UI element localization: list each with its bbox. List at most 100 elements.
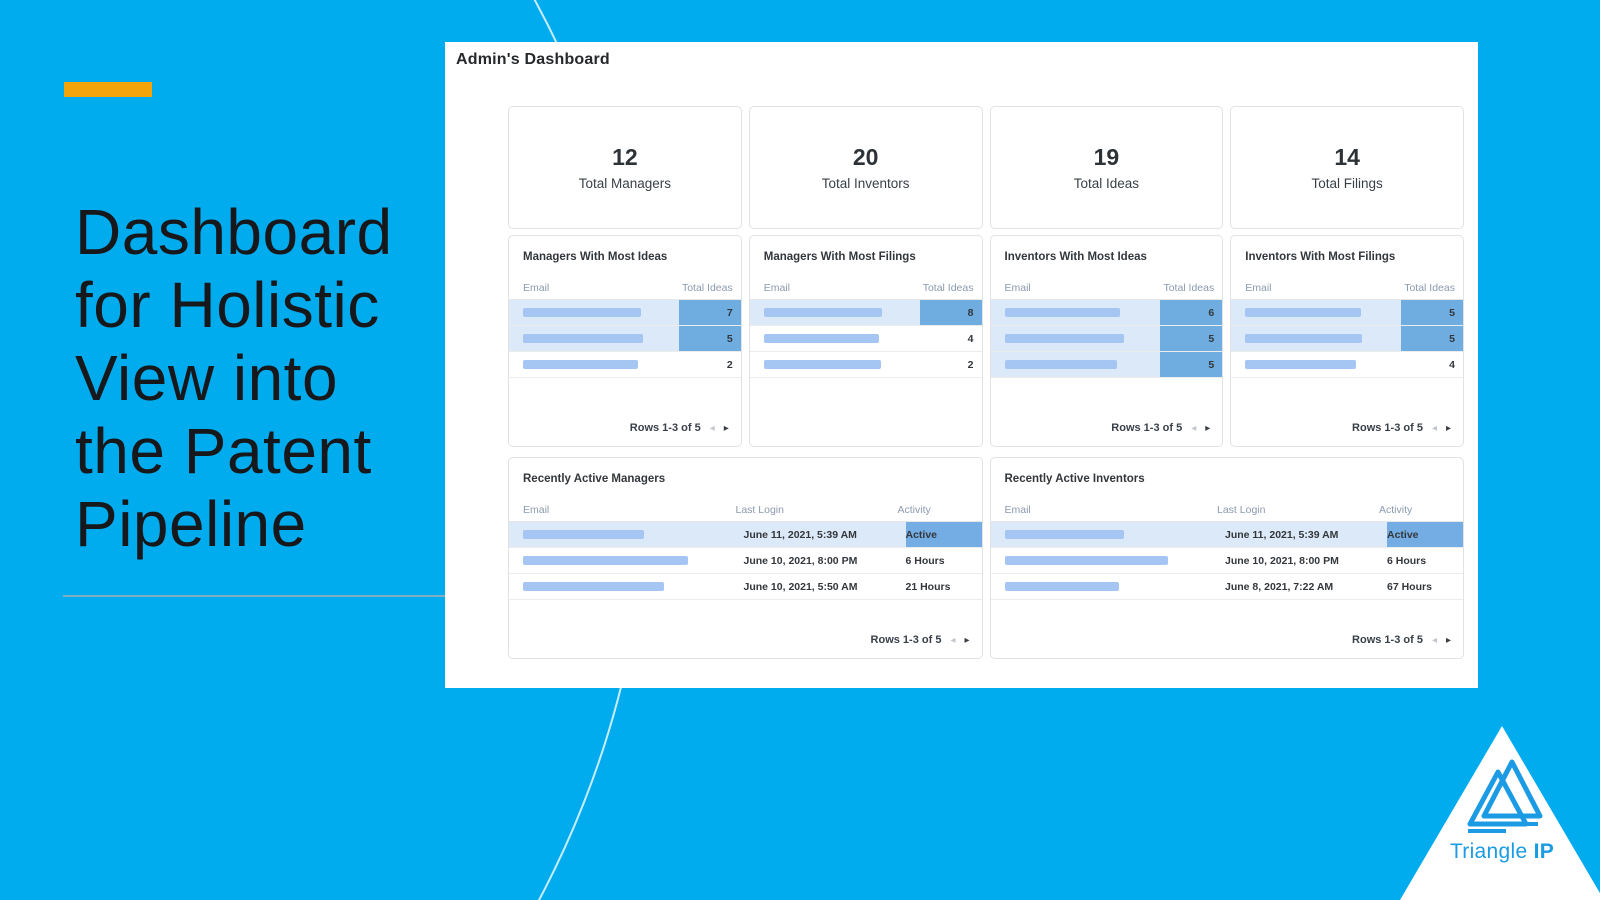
redacted-email-bar (523, 334, 643, 343)
redacted-email-bar (523, 530, 645, 539)
activity-card: Recently Active Inventors Email Last Log… (989, 457, 1464, 659)
table-row[interactable]: 5 (990, 352, 1223, 378)
table-row[interactable]: 4 (749, 326, 982, 352)
pagination-next-icon[interactable]: ▸ (1445, 634, 1451, 646)
card-title: Inventors With Most Filings (1245, 251, 1396, 263)
last-login-cell: June 10, 2021, 8:00 PM (1225, 554, 1339, 567)
pagination-next-icon[interactable]: ▸ (723, 422, 729, 434)
table-row[interactable]: June 10, 2021, 5:50 AM 21 Hours (509, 574, 982, 600)
total-value-cell: 5 (1401, 326, 1463, 351)
last-login-cell: June 11, 2021, 5:39 AM (1225, 528, 1339, 541)
stat-value: 12 (612, 144, 638, 170)
column-header-last-login: Last Login (735, 503, 784, 516)
triangleip-logo: Triangle IP (1400, 726, 1600, 900)
table-row[interactable]: June 8, 2021, 7:22 AM 67 Hours (990, 574, 1463, 600)
activity-cell: 6 Hours (1387, 554, 1427, 567)
pagination-label: Rows 1-3 of 5 (629, 422, 701, 434)
email-cell (750, 300, 920, 325)
brand-name-regular: Triangle (1449, 840, 1528, 863)
pagination-label: Rows 1-3 of 5 (1352, 634, 1423, 646)
activity-cell: 21 Hours (905, 580, 951, 593)
email-cell (1231, 300, 1401, 325)
email-cell (1231, 352, 1401, 377)
table-row[interactable]: 5 (509, 326, 741, 352)
pagination-prev-icon[interactable]: ◂ (1191, 422, 1197, 434)
pagination-next-icon[interactable]: ▸ (1445, 422, 1451, 434)
table-row[interactable]: 2 (509, 352, 741, 378)
redacted-email-bar (1245, 360, 1356, 369)
table-row[interactable]: 7 (509, 300, 741, 326)
stat-card: 19 Total Ideas (989, 106, 1224, 229)
activity-cell: Active (905, 522, 982, 547)
total-value-cell: 4 (1449, 358, 1455, 371)
leaderboard-card: Managers With Most Filings Email Total I… (748, 235, 983, 447)
last-login-cell: June 11, 2021, 5:39 AM (743, 528, 857, 541)
pagination: Rows 1-3 of 5 ◂ ▸ (1352, 422, 1463, 446)
total-value-cell: 2 (967, 358, 974, 371)
column-header-email: Email (523, 503, 550, 516)
column-header-email: Email (1004, 503, 1031, 516)
stat-label: Total Managers (578, 176, 672, 191)
column-header-total: Total Ideas (1163, 281, 1215, 294)
table-row[interactable]: 5 (1231, 326, 1463, 352)
divider-line (63, 595, 446, 597)
pagination-next-icon[interactable]: ▸ (1205, 422, 1211, 434)
pagination-prev-icon[interactable]: ◂ (950, 634, 956, 646)
table-row[interactable]: 5 (990, 326, 1223, 352)
table-row[interactable]: 5 (1231, 300, 1463, 326)
column-header-total: Total Ideas (1404, 281, 1455, 294)
email-cell (750, 326, 920, 351)
redacted-email-bar (1004, 334, 1125, 343)
table-row[interactable]: June 10, 2021, 8:00 PM 6 Hours (509, 548, 982, 574)
email-cell (991, 326, 1161, 351)
slide-title-line: Pipeline (75, 488, 307, 560)
pagination-prev-icon[interactable]: ◂ (709, 422, 715, 434)
email-cell (509, 548, 744, 573)
pagination: Rows 1-3 of 5 ◂ ▸ (630, 422, 741, 446)
slide-title: Dashboard for Holistic View into the Pat… (75, 196, 393, 561)
pagination-prev-icon[interactable]: ◂ (1431, 634, 1437, 646)
total-value-cell: 7 (678, 300, 741, 325)
activity-cell: Active (1387, 522, 1463, 547)
pagination-prev-icon[interactable]: ◂ (1431, 422, 1437, 434)
pagination-next-icon[interactable]: ▸ (964, 634, 970, 646)
table-row[interactable]: June 11, 2021, 5:39 AM Active (509, 522, 982, 548)
stats-row: 12 Total Managers 20 Total Inventors 19 … (508, 106, 1464, 229)
email-cell (991, 352, 1161, 377)
column-header-email: Email (763, 281, 791, 294)
page-title: Admin's Dashboard (456, 51, 610, 68)
table-row[interactable]: June 10, 2021, 8:00 PM 6 Hours (990, 548, 1463, 574)
table-row[interactable]: 2 (749, 352, 982, 378)
redacted-email-bar (1004, 308, 1120, 317)
table-header: Email Last Login Activity (990, 498, 1463, 522)
slide-title-line: the Patent (75, 415, 372, 487)
column-header-total: Total Ideas (922, 281, 974, 294)
redacted-email-bar (763, 308, 883, 317)
card-title: Inventors With Most Ideas (1004, 251, 1147, 263)
accent-bar (64, 82, 152, 97)
card-title: Managers With Most Filings (763, 251, 916, 263)
stat-value: 19 (1093, 144, 1120, 170)
leaderboards-row: Managers With Most Ideas Email Total Ide… (508, 235, 1464, 447)
activity-row: Recently Active Managers Email Last Logi… (508, 457, 1464, 659)
pagination: Rows 1-3 of 5 ◂ ▸ (871, 634, 982, 658)
slide-title-line: for Holistic (75, 269, 380, 341)
email-cell (509, 326, 679, 351)
table-row[interactable]: 6 (990, 300, 1223, 326)
column-header-activity: Activity (897, 503, 931, 516)
total-value-cell: 5 (678, 326, 741, 351)
redacted-email-bar (523, 308, 642, 317)
last-login-cell: June 10, 2021, 5:50 AM (743, 580, 858, 593)
stat-card: 20 Total Inventors (748, 106, 983, 229)
redacted-email-bar (1245, 308, 1361, 317)
brand-name-bold: IP (1533, 840, 1555, 863)
table-row[interactable]: 8 (749, 300, 982, 326)
table-header: Email Last Login Activity (509, 498, 982, 522)
redacted-email-bar (523, 360, 639, 369)
table-row[interactable]: June 11, 2021, 5:39 AM Active (990, 522, 1463, 548)
dashboard-grid: 12 Total Managers 20 Total Inventors 19 … (508, 106, 1464, 659)
redacted-email-bar (763, 334, 879, 343)
table-row[interactable]: 4 (1231, 352, 1463, 378)
stat-label: Total Filings (1311, 176, 1383, 191)
total-value-cell: 2 (726, 358, 733, 371)
